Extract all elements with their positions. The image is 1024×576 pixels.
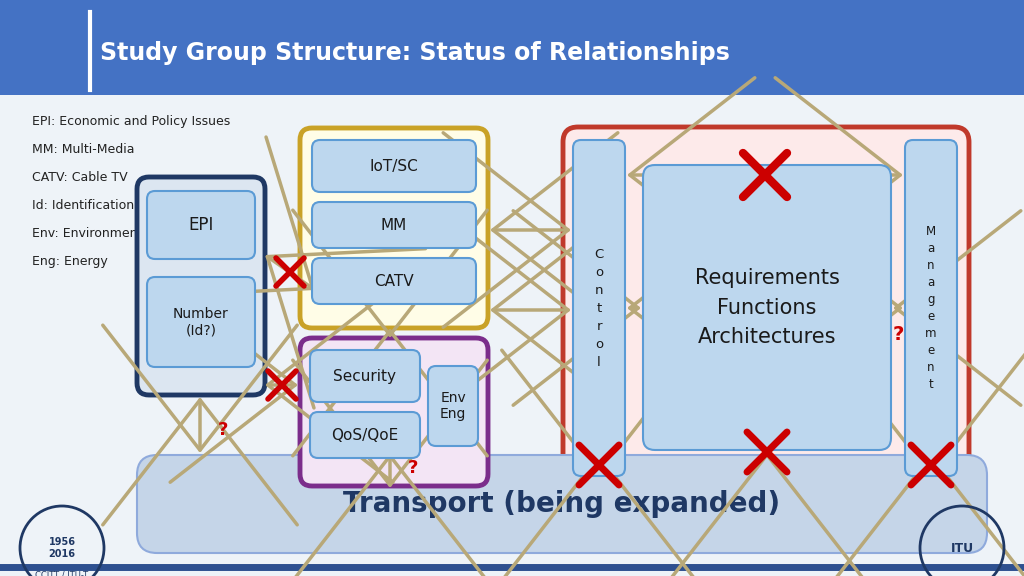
FancyBboxPatch shape [312, 202, 476, 248]
FancyBboxPatch shape [147, 277, 255, 367]
Text: MM: MM [381, 218, 408, 233]
Text: CATV: Cable TV: CATV: Cable TV [32, 171, 128, 184]
Bar [0, 0, 1024, 95]
FancyBboxPatch shape [310, 412, 420, 458]
FancyBboxPatch shape [137, 177, 265, 395]
Text: ?: ? [408, 459, 419, 477]
Text: Number
(Id?): Number (Id?) [173, 307, 229, 337]
Text: Transport (being expanded): Transport (being expanded) [343, 490, 780, 518]
Text: Security: Security [334, 369, 396, 384]
Text: ITU: ITU [950, 541, 974, 555]
FancyBboxPatch shape [300, 338, 488, 486]
FancyBboxPatch shape [428, 366, 478, 446]
Text: MM: Multi-Media: MM: Multi-Media [32, 143, 134, 156]
Text: Eng: Energy: Eng: Energy [32, 255, 108, 268]
Text: C
o
n
t
r
o
l: C o n t r o l [594, 248, 603, 369]
Text: ?: ? [218, 421, 228, 439]
FancyBboxPatch shape [310, 350, 420, 402]
FancyBboxPatch shape [563, 127, 969, 489]
Text: CATV: CATV [374, 274, 414, 289]
FancyBboxPatch shape [643, 165, 891, 450]
FancyBboxPatch shape [312, 140, 476, 192]
Text: 1956
2016: 1956 2016 [48, 537, 76, 559]
Text: QoS/QoE: QoS/QoE [332, 427, 398, 442]
FancyBboxPatch shape [300, 128, 488, 328]
Text: Env: Environment: Env: Environment [32, 227, 142, 240]
Text: Requirements
Functions
Architectures: Requirements Functions Architectures [694, 268, 840, 347]
Text: Study Group Structure: Status of Relationships: Study Group Structure: Status of Relatio… [100, 41, 730, 65]
Text: Id: Identification: Id: Identification [32, 199, 134, 212]
Text: ?: ? [892, 325, 904, 344]
Text: EPI: Economic and Policy Issues: EPI: Economic and Policy Issues [32, 115, 230, 128]
Text: EPI: EPI [188, 216, 214, 234]
FancyBboxPatch shape [137, 455, 987, 553]
FancyBboxPatch shape [905, 140, 957, 476]
Text: Env
Eng: Env Eng [440, 391, 466, 421]
Text: IoT/SC: IoT/SC [370, 158, 419, 173]
Text: CCITT / ITU-T: CCITT / ITU-T [36, 570, 88, 576]
FancyBboxPatch shape [312, 258, 476, 304]
FancyBboxPatch shape [573, 140, 625, 476]
FancyBboxPatch shape [147, 191, 255, 259]
Text: M
a
n
a
g
e
m
e
n
t: M a n a g e m e n t [926, 225, 937, 391]
